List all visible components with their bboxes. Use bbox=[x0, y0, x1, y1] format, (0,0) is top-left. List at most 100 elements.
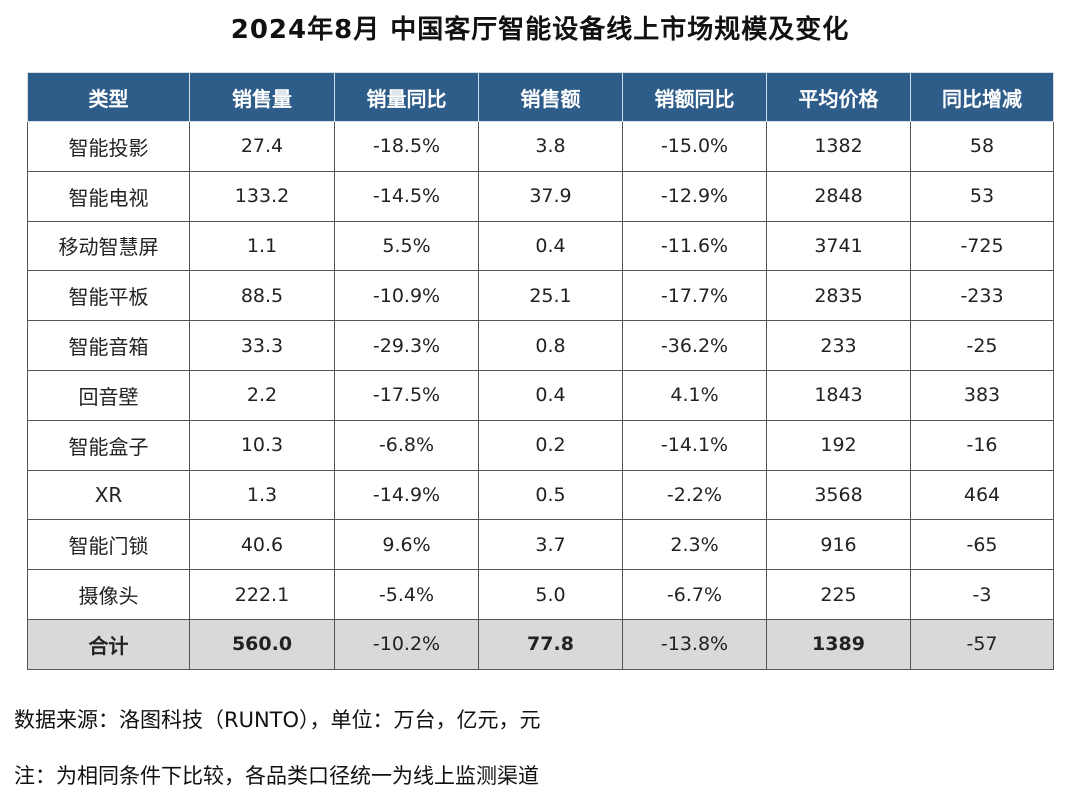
table-cell: -10.2% bbox=[334, 618, 479, 670]
table-cell: 1.3 bbox=[189, 469, 335, 521]
table-cell: 1382 bbox=[766, 121, 911, 172]
table-cell: 916 bbox=[766, 519, 911, 571]
table-cell: 3741 bbox=[766, 220, 911, 272]
table-cell: -57 bbox=[910, 618, 1054, 670]
table-cell: 1.1 bbox=[189, 220, 335, 272]
table-header-row: 类型 销售量 销量同比 销售额 销额同比 平均价格 同比增减 bbox=[27, 72, 1054, 122]
table-cell: -10.9% bbox=[334, 270, 479, 322]
column-header: 同比增减 bbox=[910, 72, 1054, 122]
category-cell: 智能门锁 bbox=[27, 519, 190, 571]
table-row: 智能盒子 10.3 -6.8% 0.2 -14.1% 192 -16 bbox=[27, 419, 1054, 471]
table-cell: 2848 bbox=[766, 170, 911, 222]
column-header: 销额同比 bbox=[622, 72, 767, 122]
table-row: XR 1.3 -14.9% 0.5 -2.2% 3568 464 bbox=[27, 469, 1054, 521]
table-row: 智能投影 27.4 -18.5% 3.8 -15.0% 1382 58 bbox=[27, 121, 1054, 172]
category-cell: 智能音箱 bbox=[27, 320, 190, 371]
table-cell: 25.1 bbox=[478, 270, 623, 322]
table-cell: 0.4 bbox=[478, 220, 623, 272]
table-cell: 2.3% bbox=[622, 519, 767, 571]
table-cell: 0.2 bbox=[478, 419, 623, 471]
column-header: 类型 bbox=[27, 72, 190, 122]
table-cell: -18.5% bbox=[334, 121, 479, 172]
table-cell: -6.8% bbox=[334, 419, 479, 471]
category-cell: XR bbox=[27, 469, 190, 521]
category-cell: 智能投影 bbox=[27, 121, 190, 172]
table-row: 智能平板 88.5 -10.9% 25.1 -17.7% 2835 -233 bbox=[27, 270, 1054, 322]
table-cell: -29.3% bbox=[334, 320, 479, 371]
table-cell: 9.6% bbox=[334, 519, 479, 571]
table-cell: 2.2 bbox=[189, 369, 335, 421]
table-cell: 33.3 bbox=[189, 320, 335, 371]
table-cell: 560.0 bbox=[189, 618, 335, 670]
table-cell: -36.2% bbox=[622, 320, 767, 371]
table-cell: 27.4 bbox=[189, 121, 335, 172]
table-body: 智能投影 27.4 -18.5% 3.8 -15.0% 1382 58 智能电视 133.2 -1… bbox=[27, 121, 1054, 670]
table-cell: -12.9% bbox=[622, 170, 767, 222]
table-cell: 77.8 bbox=[478, 618, 623, 670]
table-cell: -5.4% bbox=[334, 569, 479, 620]
page-title: 2024年8月 中国客厅智能设备线上市场规模及变化 bbox=[230, 15, 850, 45]
total-row: 合计 560.0 -10.2% 77.8 -13.8% 1389 -57 bbox=[27, 618, 1054, 670]
table-cell: -233 bbox=[910, 270, 1054, 322]
table-cell: -16 bbox=[910, 419, 1054, 471]
table-cell: -6.7% bbox=[622, 569, 767, 620]
table-row: 摄像头 222.1 -5.4% 5.0 -6.7% 225 -3 bbox=[27, 569, 1054, 620]
table-cell: 3568 bbox=[766, 469, 911, 521]
table-cell: -14.1% bbox=[622, 419, 767, 471]
category-cell: 智能电视 bbox=[27, 170, 190, 222]
table-row: 智能门锁 40.6 9.6% 3.7 2.3% 916 -65 bbox=[27, 519, 1054, 571]
table-cell: 383 bbox=[910, 369, 1054, 421]
table-cell: 5.5% bbox=[334, 220, 479, 272]
column-header: 销售量 bbox=[189, 72, 335, 122]
table-cell: 225 bbox=[766, 569, 911, 620]
table-cell: -17.5% bbox=[334, 369, 479, 421]
table-cell: -14.9% bbox=[334, 469, 479, 521]
category-cell: 智能平板 bbox=[27, 270, 190, 322]
table-cell: 464 bbox=[910, 469, 1054, 521]
table-cell: 2835 bbox=[766, 270, 911, 322]
table-row: 智能音箱 33.3 -29.3% 0.8 -36.2% 233 -25 bbox=[27, 320, 1054, 371]
category-cell: 合计 bbox=[27, 618, 190, 670]
table-cell: -15.0% bbox=[622, 121, 767, 172]
table-cell: -65 bbox=[910, 519, 1054, 571]
table-cell: 233 bbox=[766, 320, 911, 371]
table-cell: 53 bbox=[910, 170, 1054, 222]
table-cell: -25 bbox=[910, 320, 1054, 371]
table-cell: -11.6% bbox=[622, 220, 767, 272]
column-header: 平均价格 bbox=[766, 72, 911, 122]
table-cell: 37.9 bbox=[478, 170, 623, 222]
table-cell: 0.5 bbox=[478, 469, 623, 521]
table-cell: 1843 bbox=[766, 369, 911, 421]
category-cell: 摄像头 bbox=[27, 569, 190, 620]
table-cell: 88.5 bbox=[189, 270, 335, 322]
category-cell: 移动智慧屏 bbox=[27, 220, 190, 272]
table-cell: -725 bbox=[910, 220, 1054, 272]
column-header: 销量同比 bbox=[334, 72, 479, 122]
category-cell: 智能盒子 bbox=[27, 419, 190, 471]
table-cell: 58 bbox=[910, 121, 1054, 172]
table-cell: 222.1 bbox=[189, 569, 335, 620]
table-cell: 192 bbox=[766, 419, 911, 471]
table-cell: -13.8% bbox=[622, 618, 767, 670]
table-cell: 5.0 bbox=[478, 569, 623, 620]
table-row: 回音壁 2.2 -17.5% 0.4 4.1% 1843 383 bbox=[27, 369, 1054, 421]
table-cell: 133.2 bbox=[189, 170, 335, 222]
table-cell: 4.1% bbox=[622, 369, 767, 421]
table-row: 智能电视 133.2 -14.5% 37.9 -12.9% 2848 53 bbox=[27, 170, 1054, 222]
source-note: 数据来源：洛图科技（RUNTO），单位：万台，亿元，元 bbox=[14, 708, 541, 732]
table-cell: 1389 bbox=[766, 618, 911, 670]
table-cell: -3 bbox=[910, 569, 1054, 620]
table-cell: 3.7 bbox=[478, 519, 623, 571]
table-cell: 0.4 bbox=[478, 369, 623, 421]
table-cell: 40.6 bbox=[189, 519, 335, 571]
data-table: 类型 销售量 销量同比 销售额 销额同比 平均价格 同比增减 智能投影 27.4 -18.5% 3… bbox=[27, 72, 1054, 670]
category-cell: 回音壁 bbox=[27, 369, 190, 421]
footnote: 注：为相同条件下比较，各品类口径统一为线上监测渠道 bbox=[14, 764, 539, 788]
table-cell: -2.2% bbox=[622, 469, 767, 521]
table-cell: 0.8 bbox=[478, 320, 623, 371]
table-cell: -14.5% bbox=[334, 170, 479, 222]
column-header: 销售额 bbox=[478, 72, 623, 122]
table-cell: 10.3 bbox=[189, 419, 335, 471]
table-cell: 3.8 bbox=[478, 121, 623, 172]
table-row: 移动智慧屏 1.1 5.5% 0.4 -11.6% 3741 -725 bbox=[27, 220, 1054, 272]
